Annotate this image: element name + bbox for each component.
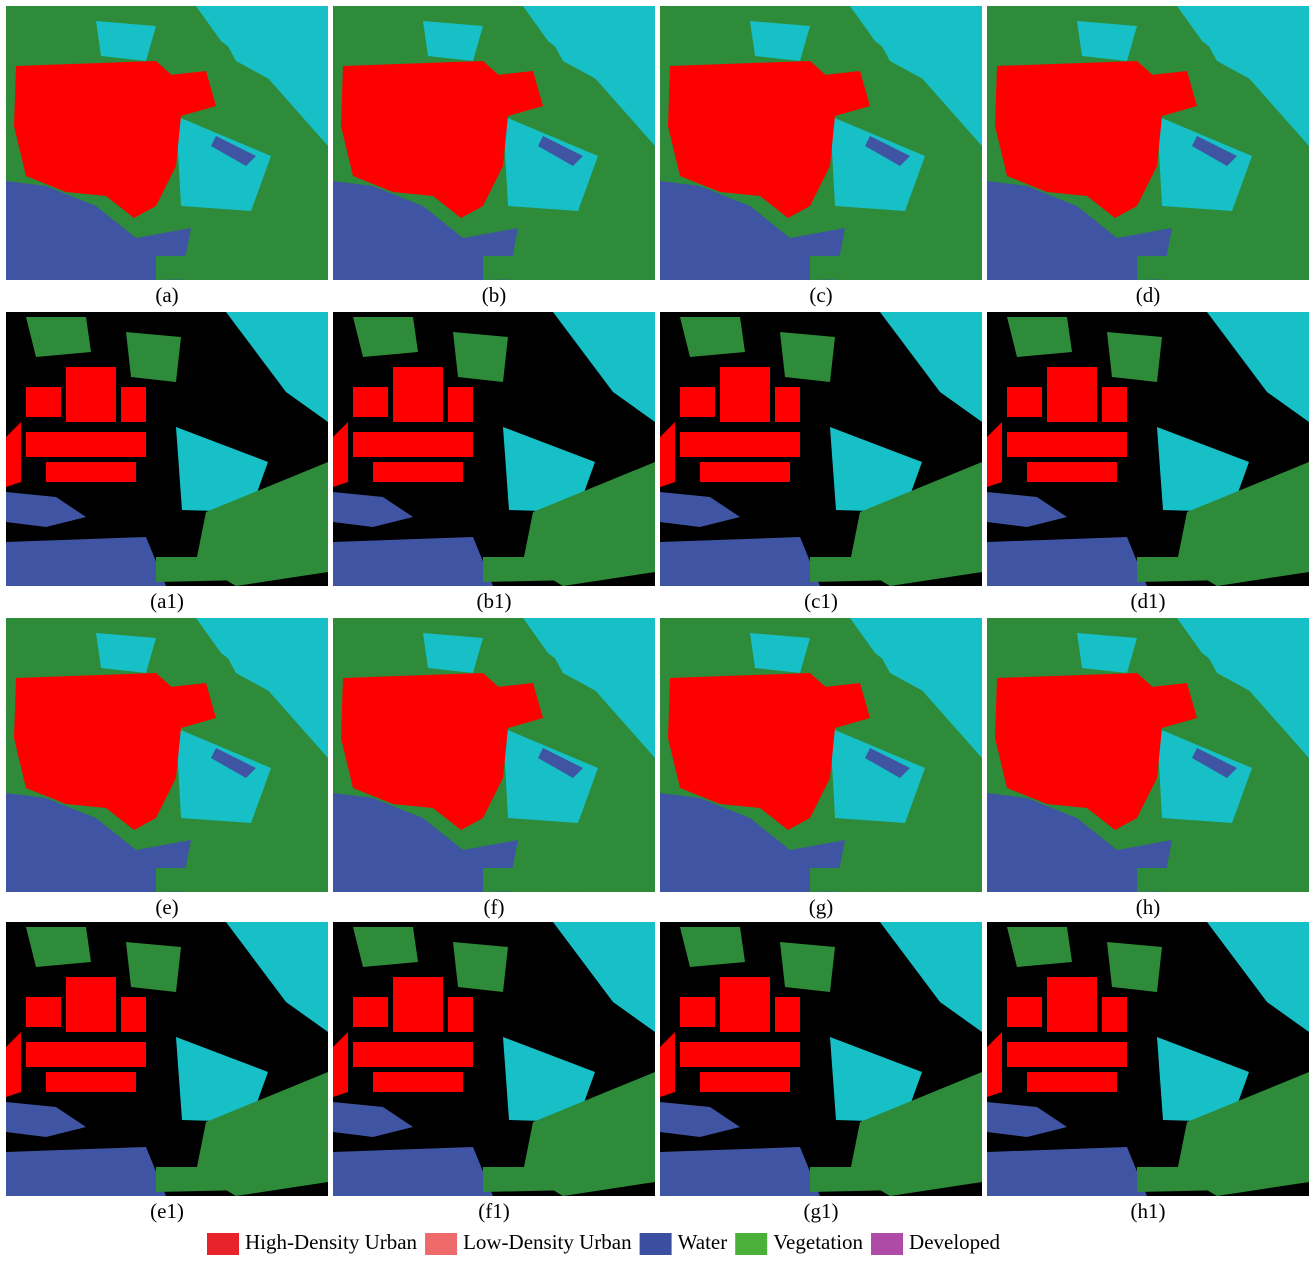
classification-map: [333, 312, 655, 586]
map-panel: [987, 6, 1309, 280]
map-panel: [660, 6, 982, 280]
map-panel: [660, 618, 982, 892]
classification-map: [333, 922, 655, 1196]
legend-label: High-Density Urban: [245, 1230, 418, 1254]
map-panel: [6, 6, 328, 280]
map-panel: [6, 922, 328, 1196]
classification-map: [660, 6, 982, 280]
map-panel: [6, 618, 328, 892]
classification-map: [987, 312, 1309, 586]
map-panel: [987, 618, 1309, 892]
classification-map: [660, 922, 982, 1196]
map-panel: [6, 312, 328, 586]
legend-label: Vegetation: [773, 1230, 863, 1254]
map-panel: [333, 922, 655, 1196]
map-panel: [987, 922, 1309, 1196]
classification-map: [333, 618, 655, 892]
classification-map: [987, 618, 1309, 892]
classification-map: [660, 312, 982, 586]
legend-swatch: [640, 1233, 672, 1255]
legend-label: Low-Density Urban: [463, 1230, 632, 1254]
classification-map: [6, 618, 328, 892]
panel-caption: (c): [809, 283, 832, 307]
classification-map: [987, 922, 1309, 1196]
map-panel: [333, 618, 655, 892]
panel-caption: (d): [1136, 283, 1161, 307]
panel-caption: (h): [1136, 895, 1161, 919]
panel-caption: (d1): [1131, 589, 1166, 613]
map-panel: [333, 312, 655, 586]
panel-caption: (e): [155, 895, 178, 919]
classification-map: [6, 922, 328, 1196]
panel-caption: (e1): [150, 1199, 184, 1223]
legend-swatch: [207, 1233, 239, 1255]
classification-map: [6, 6, 328, 280]
classification-map: [333, 6, 655, 280]
legend-swatch: [735, 1233, 767, 1255]
classification-map: [6, 312, 328, 586]
panel-caption: (b1): [477, 589, 512, 613]
legend-swatch: [425, 1233, 457, 1255]
panel-caption: (g1): [804, 1199, 839, 1223]
panel-caption: (g): [809, 895, 834, 919]
map-panel: [987, 312, 1309, 586]
panel-caption: (f): [484, 895, 505, 919]
legend-swatch: [871, 1233, 903, 1255]
legend-label: Developed: [909, 1230, 1000, 1254]
map-panel: [333, 6, 655, 280]
classification-map: [987, 6, 1309, 280]
map-panel: [660, 312, 982, 586]
figure: (a) (b) (c) (d) (a1) (b1) (c1) (d1) (e) (f) (g) (h)…: [0, 0, 1309, 1258]
panel-caption: (a1): [150, 589, 184, 613]
map-panel: [660, 922, 982, 1196]
legend-label: Water: [678, 1230, 728, 1254]
classification-map: [660, 618, 982, 892]
panel-caption: (h1): [1131, 1199, 1166, 1223]
panel-caption: (c1): [804, 589, 838, 613]
panel-caption: (b): [482, 283, 507, 307]
panel-caption: (a): [155, 283, 178, 307]
panel-caption: (f1): [478, 1199, 509, 1223]
